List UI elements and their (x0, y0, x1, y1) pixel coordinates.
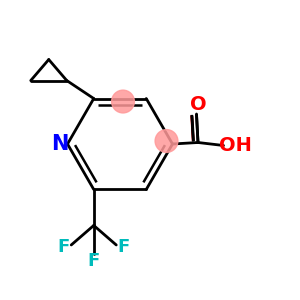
Text: F: F (58, 238, 70, 256)
Text: F: F (88, 253, 100, 271)
Circle shape (112, 90, 134, 113)
Text: F: F (118, 238, 130, 256)
Text: N: N (51, 134, 69, 154)
Circle shape (155, 130, 178, 152)
Text: OH: OH (219, 136, 252, 155)
Text: O: O (190, 95, 206, 115)
